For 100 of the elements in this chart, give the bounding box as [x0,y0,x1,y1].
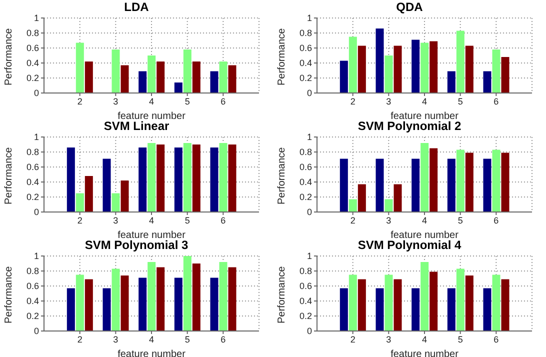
chart-title: SVM Polynomial 2 [356,119,462,133]
y-tick-label: 1 [34,132,39,142]
bar [66,288,75,331]
x-tick-label: 5 [458,96,463,106]
bar [394,279,402,331]
bar [174,82,182,93]
bar [148,56,156,93]
x-tick-label: 5 [184,334,190,344]
bar [174,278,182,331]
y-tick-label: 0.4 [299,58,312,68]
bar [465,46,474,93]
x-tick-label: 5 [458,215,463,226]
y-tick-label: 0 [306,326,312,336]
y-tick-label: 0.8 [26,28,39,38]
bar [465,276,474,331]
bar [210,278,218,331]
bar [384,274,393,331]
bar [447,71,456,93]
y-tick-label: 0.6 [26,43,39,54]
bar [210,71,218,93]
x-axis-title: feature number [390,349,460,357]
bar [219,262,228,331]
y-tick-label: 0.8 [299,147,312,158]
bar [340,158,348,212]
bar [483,71,492,93]
x-tick-label: 4 [148,334,154,344]
x-tick-label: 4 [422,215,428,226]
bar [420,143,429,212]
y-tick-label: 0.4 [26,58,39,68]
bar [219,62,228,93]
bar [394,184,402,212]
bar [376,158,384,212]
chart-title: QDA [395,0,424,14]
x-tick-label: 6 [220,215,226,226]
bar [358,184,366,212]
x-tick-label: 4 [422,334,428,344]
x-tick-label: 2 [77,215,82,226]
bar [192,144,200,212]
x-tick-label: 6 [220,334,226,344]
bar [412,40,420,93]
x-tick-label: 6 [494,215,499,226]
y-tick-label: 1 [306,132,312,142]
bar [420,262,429,331]
bar [358,279,366,331]
chart-title: SVM Polynomial 3 [84,238,190,252]
bar [348,274,357,331]
bar [102,288,111,331]
bar [483,158,492,212]
bar [456,150,464,212]
y-tick-label: 0 [306,88,312,98]
x-tick-label: 4 [422,96,428,106]
y-tick-label: 0.4 [26,296,39,306]
bar [376,28,384,93]
chart-title: SVM Polynomial 4 [356,238,462,252]
bar [112,268,120,331]
x-tick-label: 3 [386,334,392,344]
x-tick-label: 2 [350,96,356,106]
y-axis-title: Performance [276,146,288,204]
bar [174,148,182,212]
bar [492,150,500,212]
y-tick-label: 0.2 [299,311,312,322]
bar [76,274,84,331]
x-tick-label: 3 [386,96,392,106]
bar [219,143,228,212]
bar [183,143,192,212]
bar [430,41,438,93]
bar [501,279,510,331]
bar [501,57,510,93]
bar [148,143,156,212]
bar [138,148,147,212]
y-tick-label: 0.6 [26,162,39,172]
y-tick-label: 0.4 [299,296,312,306]
bar [102,158,111,212]
x-tick-label: 5 [184,96,190,106]
y-tick-label: 0 [34,207,39,218]
bar [492,50,500,93]
bar [112,193,120,212]
y-tick-label: 0 [34,326,39,336]
y-tick-label: 1 [34,13,39,24]
x-tick-label: 2 [350,334,356,344]
y-tick-label: 0.8 [26,266,39,276]
bar [358,46,366,93]
y-tick-label: 0.6 [26,281,39,292]
bar [228,65,236,93]
bar [348,36,357,93]
y-tick-label: 1 [34,251,39,262]
y-tick-label: 0.8 [299,266,312,276]
bar [228,144,236,212]
bar [465,152,474,212]
bar [456,268,464,331]
bar [430,272,438,331]
bar [84,176,93,212]
y-tick-label: 0.2 [26,73,39,84]
x-tick-label: 6 [494,334,499,344]
y-tick-label: 0.2 [26,311,39,322]
bar [456,30,464,93]
x-tick-label: 2 [350,215,356,226]
chart-title: SVM Linear [102,119,170,133]
x-tick-label: 4 [148,215,154,226]
bar [430,148,438,212]
